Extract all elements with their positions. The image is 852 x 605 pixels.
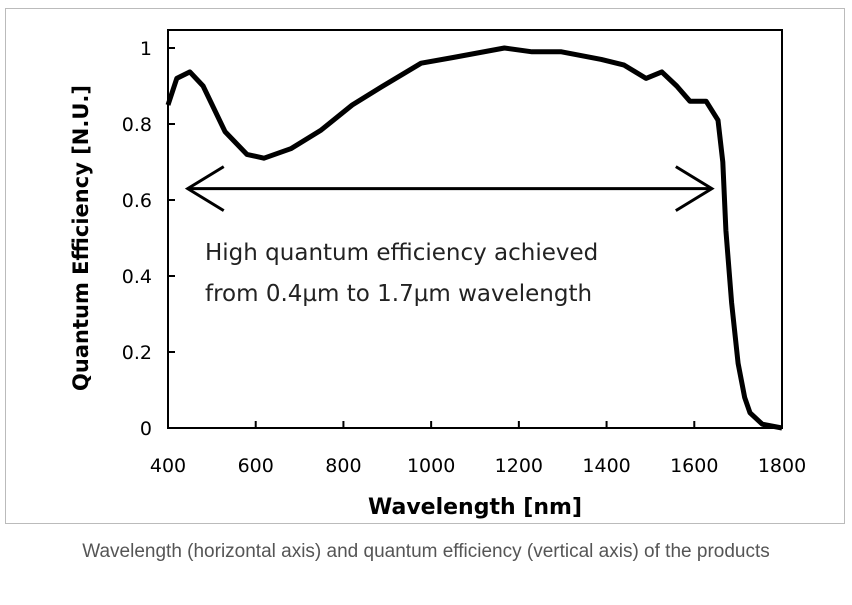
plot-area (167, 29, 783, 429)
annotation-line-2: from 0.4µm to 1.7µm wavelength (205, 281, 592, 307)
x-tick-label: 1800 (758, 455, 806, 477)
x-axis-label: Wavelength [nm] (368, 495, 582, 520)
y-tick-label: 0 (140, 418, 152, 440)
arrow-head-right (675, 165, 715, 212)
x-tick-label: 1400 (582, 455, 630, 477)
y-tick-label: 0.8 (122, 114, 152, 136)
x-tick-label: 1200 (495, 455, 543, 477)
y-tick-label: 1 (140, 38, 152, 60)
range-arrow (184, 165, 715, 212)
arrow-head-left (184, 165, 225, 212)
qe-chart: 0 0.2 0.4 0.6 0.8 1 400 600 800 1000 1200 1400 1600… (69, 29, 806, 520)
annotation-line-1: High quantum efficiency achieved (205, 240, 598, 266)
y-axis-label: Quantum Efficiency [N.U.] (69, 85, 93, 391)
figure-caption: Wavelength (horizontal axis) and quantum… (82, 541, 770, 562)
y-tick-label: 0.2 (122, 342, 152, 364)
qe-curve (165, 45, 783, 431)
x-tick-label: 800 (325, 455, 361, 477)
x-tick-label: 1600 (670, 455, 718, 477)
x-tick-label: 1000 (407, 455, 455, 477)
x-tick-label: 600 (238, 455, 274, 477)
figure-frame (5, 8, 845, 524)
x-tick-label: 400 (150, 455, 186, 477)
y-tick-label: 0.6 (122, 190, 152, 212)
y-tick-label: 0.4 (122, 266, 152, 288)
